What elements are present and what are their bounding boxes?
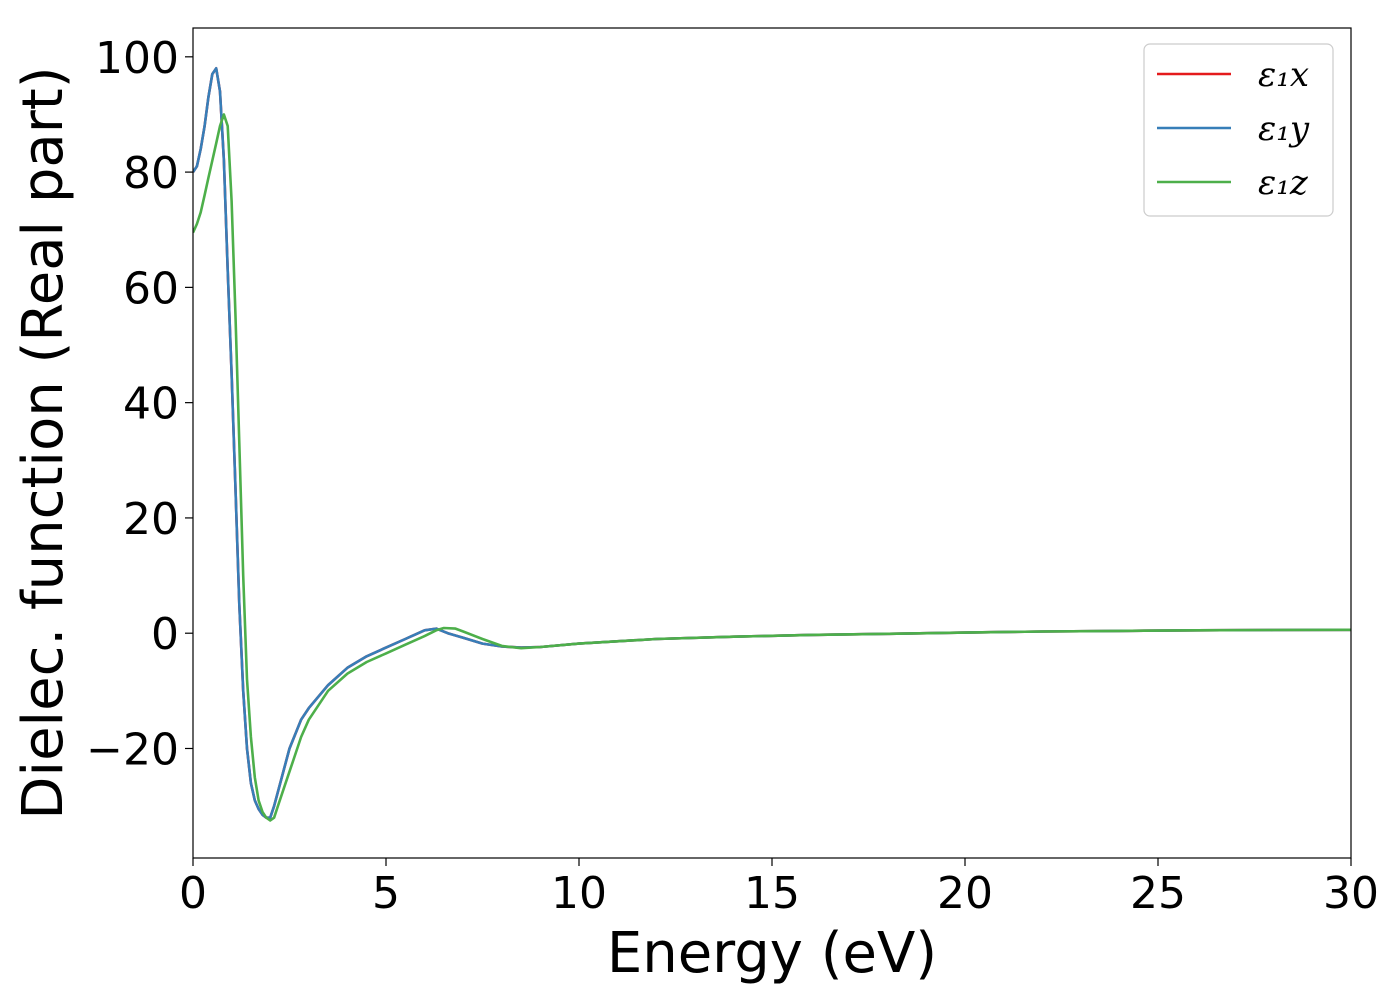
y-tick-label: 0 bbox=[151, 609, 179, 660]
x-tick-label: 15 bbox=[744, 868, 800, 919]
legend-entry: ε₁z bbox=[1157, 163, 1309, 203]
legend: ε₁x ε₁y ε₁z bbox=[1143, 43, 1334, 217]
y-axis-label: Dielec. function (Real part) bbox=[11, 66, 76, 819]
series-layer bbox=[193, 67, 1351, 822]
y-tick-label: 40 bbox=[123, 379, 179, 430]
legend-entry: ε₁x bbox=[1157, 55, 1309, 95]
legend-entry: ε₁y bbox=[1157, 109, 1310, 149]
x-tick-label: 30 bbox=[1323, 868, 1379, 919]
y-tick-label: 20 bbox=[123, 494, 179, 545]
x-tick-label: 20 bbox=[937, 868, 993, 919]
y-tick-label: 100 bbox=[95, 33, 179, 84]
x-tick-label: 25 bbox=[1130, 868, 1186, 919]
y-tick-label: 80 bbox=[123, 148, 179, 199]
y-axis: −20 0 20 40 60 80 100 bbox=[86, 33, 193, 775]
x-tick-label: 0 bbox=[179, 868, 207, 919]
legend-label: ε₁z bbox=[1258, 163, 1309, 203]
legend-box bbox=[1143, 43, 1334, 217]
y-tick-label: 60 bbox=[123, 263, 179, 314]
legend-label: ε₁y bbox=[1258, 109, 1310, 149]
legend-label: ε₁x bbox=[1258, 55, 1309, 95]
x-axis-label: Energy (eV) bbox=[607, 921, 937, 986]
x-axis: 0 5 10 15 20 25 30 bbox=[179, 858, 1379, 919]
x-tick-label: 5 bbox=[372, 868, 400, 919]
series-line-3 bbox=[193, 113, 1351, 822]
x-tick-label: 10 bbox=[551, 868, 607, 919]
y-tick-label: −20 bbox=[86, 724, 179, 775]
